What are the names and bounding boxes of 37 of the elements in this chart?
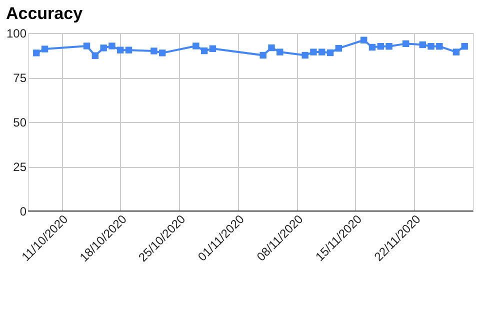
point — [377, 42, 384, 50]
point — [335, 44, 342, 52]
point — [302, 52, 308, 59]
point — [428, 42, 434, 50]
y-tick-label: 75 — [13, 71, 27, 85]
point — [92, 52, 99, 59]
point — [117, 46, 124, 54]
point — [33, 50, 40, 56]
point — [461, 42, 468, 50]
point — [268, 44, 275, 52]
point — [83, 42, 90, 50]
point — [436, 42, 443, 50]
point — [326, 49, 334, 56]
point — [209, 45, 216, 52]
point — [276, 48, 284, 56]
point — [100, 44, 107, 52]
y-tick-label: 100 — [6, 26, 27, 40]
y-tick-label: 50 — [13, 116, 27, 130]
point — [158, 50, 166, 56]
point — [386, 42, 392, 50]
y-tick-label: 0 — [20, 204, 27, 218]
point — [318, 48, 326, 56]
point — [150, 48, 158, 54]
point — [360, 36, 368, 44]
point — [310, 48, 317, 56]
point — [41, 46, 48, 52]
point — [200, 47, 208, 54]
point — [108, 42, 116, 50]
point — [402, 40, 410, 48]
point — [419, 41, 426, 48]
point — [125, 46, 132, 54]
y-tick-label: 25 — [13, 160, 27, 174]
chart-title: Accuracy — [6, 4, 84, 23]
point — [260, 52, 266, 59]
point — [192, 42, 200, 50]
point — [368, 44, 376, 51]
point — [452, 48, 460, 56]
